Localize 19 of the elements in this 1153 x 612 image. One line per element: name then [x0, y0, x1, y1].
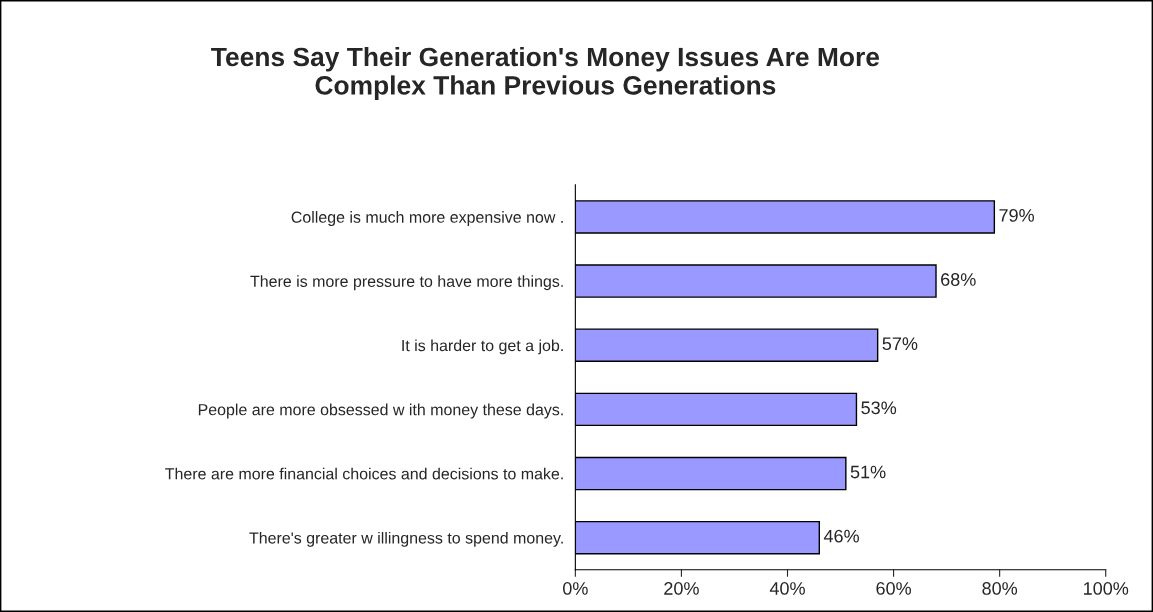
data-label: 53%	[861, 401, 897, 415]
data-label: 51%	[850, 465, 886, 479]
data-label: 57%	[882, 337, 918, 351]
x-tick-label: 80%	[982, 582, 1018, 595]
y-tick-label: It is harder to get a job.	[402, 339, 563, 355]
y-tick-label: College is much more expensive now .	[291, 211, 563, 226]
chart-title: Teens Say Their Generation's Money Issues Are More Complex Than Previous Generations	[211, 46, 880, 100]
x-tick-label: 100%	[1084, 582, 1129, 595]
y-tick-label: There's greater w illingness to spend money.	[249, 531, 563, 547]
data-label: 79%	[999, 208, 1035, 222]
x-tick-label: 40%	[769, 582, 805, 595]
y-tick-label: There are more financial choices and decisions to make.	[165, 467, 563, 480]
y-tick-label: There is more pressure to have more things.	[250, 275, 563, 291]
x-tick-label: 20%	[664, 582, 699, 595]
data-label: 68%	[941, 273, 976, 286]
data-label: 46%	[823, 529, 859, 543]
x-tick-label: 60%	[876, 582, 911, 595]
x-tick-label: 0%	[563, 582, 588, 595]
y-tick-label: People are more obsessed w ith money these days.	[198, 403, 563, 419]
